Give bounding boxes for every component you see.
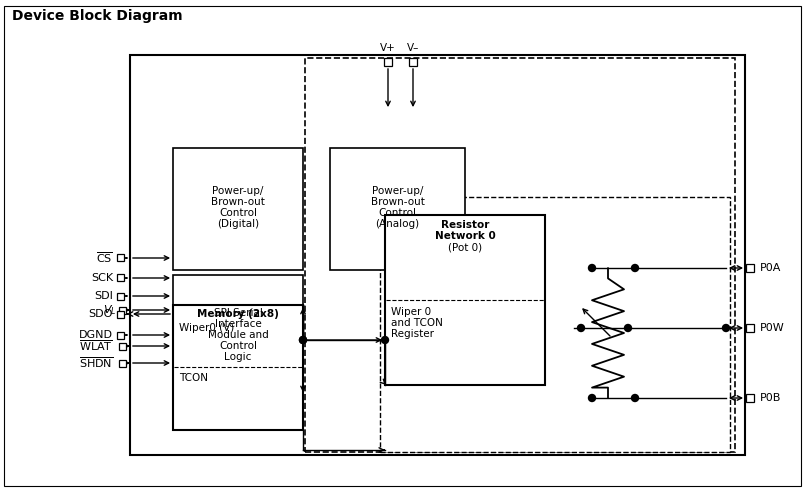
- Text: $\overline{\mathrm{WLAT}}$: $\overline{\mathrm{WLAT}}$: [80, 339, 113, 353]
- Text: DGND: DGND: [79, 330, 113, 340]
- Circle shape: [577, 324, 584, 332]
- Text: (Digital): (Digital): [217, 219, 259, 229]
- Bar: [117, 254, 123, 262]
- Bar: [118, 343, 126, 349]
- Text: $\overline{\mathrm{CS}}$: $\overline{\mathrm{CS}}$: [96, 251, 113, 265]
- Bar: [384, 58, 392, 66]
- Text: SDI: SDI: [94, 291, 113, 301]
- Text: Control: Control: [219, 208, 257, 218]
- Bar: [117, 332, 123, 339]
- Circle shape: [588, 265, 596, 271]
- Bar: [117, 311, 123, 318]
- Text: Wiper0 (V): Wiper0 (V): [179, 323, 234, 333]
- Text: Interface: Interface: [215, 319, 262, 329]
- Text: Network 0: Network 0: [435, 231, 495, 241]
- Circle shape: [299, 337, 307, 343]
- Text: Module and: Module and: [208, 330, 268, 340]
- Bar: [173, 148, 303, 270]
- Bar: [746, 394, 754, 402]
- Circle shape: [625, 324, 631, 332]
- Text: Logic: Logic: [225, 352, 252, 362]
- Text: and TCON: and TCON: [391, 318, 443, 328]
- Text: SCK: SCK: [91, 273, 113, 283]
- Bar: [409, 58, 417, 66]
- Bar: [117, 274, 123, 281]
- Text: Control: Control: [378, 208, 416, 218]
- Bar: [118, 307, 126, 314]
- Text: $\overline{\mathrm{SHDN}}$: $\overline{\mathrm{SHDN}}$: [79, 356, 113, 370]
- Bar: [130, 55, 745, 455]
- Bar: [746, 264, 754, 272]
- Text: P0W: P0W: [760, 323, 785, 333]
- Bar: [380, 197, 730, 452]
- Bar: [118, 360, 126, 367]
- Text: P0B: P0B: [760, 393, 782, 403]
- Bar: [173, 305, 303, 430]
- Text: Register: Register: [391, 329, 434, 339]
- Text: V–: V–: [407, 43, 419, 53]
- Text: Memory (2x8): Memory (2x8): [197, 309, 279, 319]
- Bar: [746, 324, 754, 332]
- Text: (Pot 0): (Pot 0): [448, 242, 482, 252]
- Text: Control: Control: [219, 341, 257, 351]
- Circle shape: [723, 324, 729, 332]
- Circle shape: [631, 265, 638, 271]
- Bar: [305, 58, 735, 452]
- Circle shape: [382, 337, 389, 343]
- Text: Brown-out: Brown-out: [211, 197, 265, 207]
- Text: V+: V+: [380, 43, 396, 53]
- Bar: [173, 275, 303, 395]
- Text: TCON: TCON: [179, 373, 208, 383]
- Text: (Analog): (Analog): [375, 219, 419, 229]
- Bar: [330, 148, 465, 270]
- Text: Wiper 0: Wiper 0: [391, 307, 431, 317]
- Text: Device Block Diagram: Device Block Diagram: [12, 9, 183, 23]
- Text: Power-up/: Power-up/: [213, 186, 264, 196]
- Text: Power-up/: Power-up/: [372, 186, 423, 196]
- Bar: [117, 293, 123, 299]
- Text: $V_L$: $V_L$: [102, 303, 116, 317]
- Circle shape: [299, 337, 307, 343]
- Text: Resistor: Resistor: [441, 220, 489, 230]
- Text: P0A: P0A: [760, 263, 782, 273]
- Text: SPI Serial: SPI Serial: [213, 308, 262, 318]
- Circle shape: [588, 394, 596, 401]
- Text: Brown-out: Brown-out: [370, 197, 424, 207]
- Bar: [385, 215, 545, 385]
- Text: SDO: SDO: [89, 309, 113, 319]
- Circle shape: [631, 394, 638, 401]
